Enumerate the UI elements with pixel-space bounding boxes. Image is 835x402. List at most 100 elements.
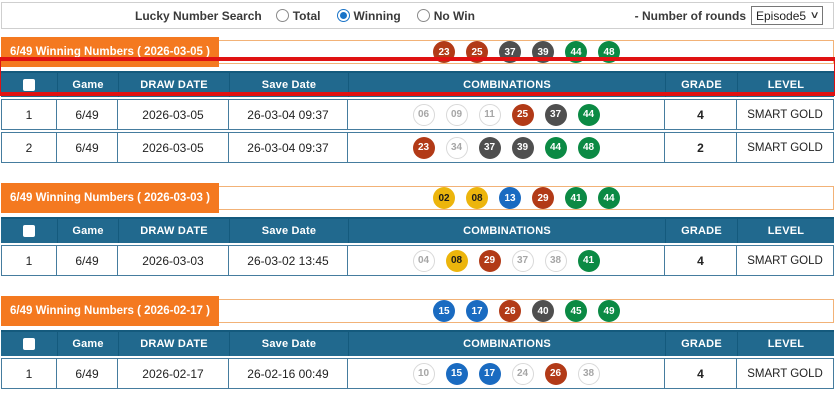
lotto-ball-13: 13 (499, 187, 521, 209)
cell-save-date: 26-02-16 00:49 (229, 358, 348, 389)
lotto-ball-37: 37 (544, 103, 567, 126)
results-table: Game DRAW DATE Save Date COMBINATIONS GRADE L… (1, 330, 834, 389)
rounds-label: - Number of rounds (634, 8, 746, 23)
table-row: 1 6/49 2026-03-05 26-03-04 09:37 06 09 11 25 37 4… (1, 99, 834, 130)
lotto-ball-44: 44 (598, 187, 620, 209)
lotto-ball-04: 04 (412, 249, 435, 272)
lotto-ball-08: 08 (445, 249, 468, 272)
results-table: Game DRAW DATE Save Date COMBINATIONS GRADE L… (1, 217, 834, 276)
column-header: DRAW DATE (118, 332, 229, 356)
column-header: Game (57, 73, 118, 97)
cell-grade: 4 (665, 245, 737, 276)
result-section: 6/49 Winning Numbers ( 2026-02-17 ) 15 17 2… (1, 296, 834, 389)
column-header: DRAW DATE (118, 219, 229, 243)
radio-nowin[interactable]: No Win (416, 9, 475, 23)
column-header: GRADE (665, 73, 737, 97)
lotto-ball-29: 29 (478, 249, 501, 272)
lotto-ball-38: 38 (577, 362, 600, 385)
lotto-ball-40: 40 (532, 300, 554, 322)
column-header: LEVEL (737, 332, 834, 356)
section-header: 6/49 Winning Numbers ( 2026-03-03 ) 02 08 1… (1, 183, 834, 213)
lotto-ball-45: 45 (565, 300, 587, 322)
search-title: Lucky Number Search (135, 8, 262, 23)
cell-save-date: 26-03-02 13:45 (229, 245, 348, 276)
lotto-ball-34: 34 (445, 136, 468, 159)
column-header: Save Date (229, 73, 348, 97)
lotto-ball-09: 09 (445, 103, 468, 126)
lotto-ball-41: 41 (565, 187, 587, 209)
lotto-ball-48: 48 (577, 136, 600, 159)
column-header (1, 219, 57, 243)
rounds-control: - Number of rounds Episode5 ∨ (635, 6, 823, 25)
table-header-row: Game DRAW DATE Save Date COMBINATIONS GRADE L… (1, 71, 834, 97)
row-number: 2 (1, 132, 57, 163)
cell-level: SMART GOLD (737, 99, 834, 130)
table-row: 2 6/49 2026-03-05 26-03-04 09:37 23 34 37 39 44 4… (1, 132, 834, 163)
lotto-ball-06: 06 (412, 103, 435, 126)
cell-game: 6/49 (57, 358, 118, 389)
chevron-down-icon: ∨ (809, 10, 820, 21)
result-section: 6/49 Winning Numbers ( 2026-03-05 ) 23 25 3… (0, 37, 835, 163)
rounds-select[interactable]: Episode5 ∨ (751, 6, 823, 25)
lotto-ball-39: 39 (532, 41, 554, 63)
radio-winning-circle[interactable] (336, 9, 350, 22)
results-sections: 6/49 Winning Numbers ( 2026-03-05 ) 23 25 3… (0, 37, 835, 389)
cell-game: 6/49 (57, 99, 118, 130)
lotto-ball-11: 11 (478, 103, 501, 126)
cell-grade: 2 (665, 132, 737, 163)
column-header: LEVEL (737, 219, 834, 243)
cell-game: 6/49 (57, 245, 118, 276)
column-header: DRAW DATE (118, 73, 229, 97)
rounds-select-value: Episode5 (756, 8, 807, 23)
column-header: Game (57, 219, 118, 243)
row-number: 1 (1, 245, 57, 276)
column-header: COMBINATIONS (348, 219, 665, 243)
column-header (1, 332, 57, 356)
section-title: 6/49 Winning Numbers ( 2026-03-03 ) (1, 183, 219, 213)
radio-total-circle[interactable] (275, 9, 289, 22)
select-all-checkbox[interactable] (23, 79, 35, 91)
column-header: COMBINATIONS (348, 73, 665, 97)
cell-game: 6/49 (57, 132, 118, 163)
cell-level: SMART GOLD (737, 358, 834, 389)
cell-grade: 4 (665, 358, 737, 389)
cell-save-date: 26-03-04 09:37 (229, 99, 348, 130)
lotto-ball-02: 02 (433, 187, 455, 209)
radio-nowin-circle[interactable] (416, 9, 430, 22)
radio-total[interactable]: Total (275, 9, 321, 23)
winning-numbers: 02 08 13 29 41 44 (219, 183, 834, 213)
lotto-ball-44: 44 (544, 136, 567, 159)
lotto-ball-37: 37 (511, 249, 534, 272)
lotto-ball-37: 37 (499, 41, 521, 63)
winning-numbers: 23 25 37 39 44 48 (219, 37, 834, 67)
search-toolbar: Lucky Number Search Total Winning No Win… (1, 2, 834, 29)
lotto-ball-48: 48 (598, 41, 620, 63)
lotto-ball-41: 41 (577, 249, 600, 272)
radio-winning-label: Winning (353, 8, 401, 23)
cell-combinations: 10 15 17 24 26 38 (348, 358, 665, 389)
section-header: 6/49 Winning Numbers ( 2026-03-05 ) 23 25 3… (1, 37, 834, 67)
results-table: Game DRAW DATE Save Date COMBINATIONS GRADE L… (0, 57, 835, 163)
column-header: GRADE (665, 332, 737, 356)
result-section: 6/49 Winning Numbers ( 2026-03-03 ) 02 08 1… (1, 183, 834, 276)
lotto-ball-17: 17 (478, 362, 501, 385)
cell-grade: 4 (665, 99, 737, 130)
select-all-checkbox[interactable] (23, 338, 35, 350)
cell-save-date: 26-03-04 09:37 (229, 132, 348, 163)
column-header: Game (57, 332, 118, 356)
lotto-ball-37: 37 (478, 136, 501, 159)
lotto-ball-15: 15 (445, 362, 468, 385)
column-header (1, 73, 57, 97)
select-all-checkbox[interactable] (23, 225, 35, 237)
column-header: Save Date (229, 219, 348, 243)
table-row: 1 6/49 2026-03-03 26-03-02 13:45 04 08 29 37 38 4… (1, 245, 834, 276)
lotto-ball-29: 29 (532, 187, 554, 209)
lotto-ball-38: 38 (544, 249, 567, 272)
cell-combinations: 23 34 37 39 44 48 (348, 132, 665, 163)
winning-numbers: 15 17 26 40 45 49 (219, 296, 834, 326)
lotto-ball-23: 23 (412, 136, 435, 159)
lotto-ball-17: 17 (466, 300, 488, 322)
radio-winning[interactable]: Winning (336, 8, 401, 23)
cell-draw-date: 2026-02-17 (118, 358, 229, 389)
table-row: 1 6/49 2026-02-17 26-02-16 00:49 10 15 17 24 26 3… (1, 358, 834, 389)
